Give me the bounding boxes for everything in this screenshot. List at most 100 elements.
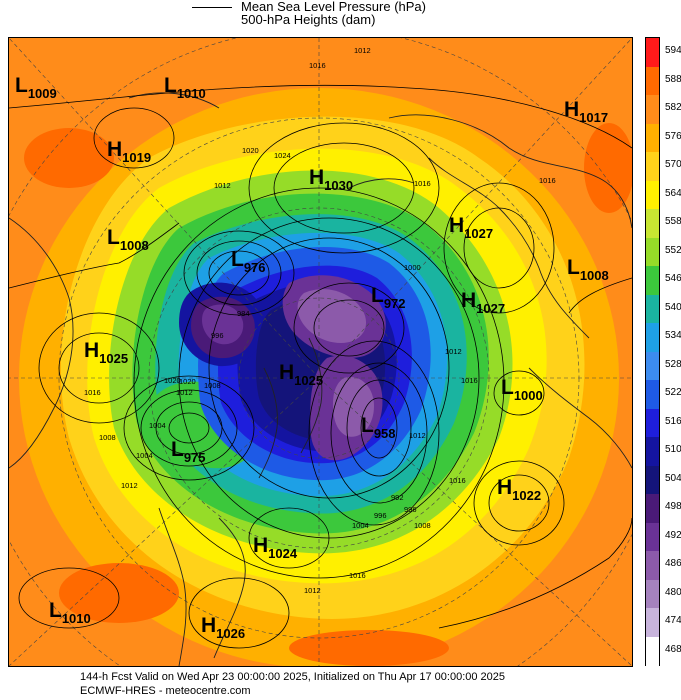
legend-title-heights: 500-hPa Heights (dam) (241, 12, 376, 27)
colorbar-level-label: 492 (665, 529, 681, 541)
colorbar-cell (646, 323, 659, 352)
legend-title-mslp: Mean Sea Level Pressure (hPa) (241, 0, 426, 14)
colorbar-cell (646, 636, 659, 666)
high-pressure-center: H1027 (449, 214, 493, 241)
isobar-value-label: 992 (391, 493, 404, 502)
center-pressure-value: 1010 (177, 86, 206, 101)
isobar-value-label: 996 (211, 331, 224, 340)
colorbar-cell (646, 608, 659, 637)
coastlines (9, 92, 632, 666)
center-type: L (567, 256, 580, 279)
low-pressure-center: L958 (361, 414, 396, 441)
isobar-value-label: 1016 (449, 476, 466, 485)
center-pressure-value: 1025 (99, 351, 128, 366)
colorbar-level-label: 486 (665, 558, 681, 570)
isobar-value-label: 984 (237, 309, 250, 318)
isobar-value-label: 1012 (304, 586, 321, 595)
center-pressure-value: 1000 (514, 388, 543, 403)
colorbar-level-label: 480 (665, 586, 681, 598)
center-type: L (231, 248, 244, 271)
isobar-value-label: 1008 (99, 433, 116, 442)
center-type: H (497, 476, 512, 499)
center-pressure-value: 976 (244, 260, 266, 275)
colorbar-cell (646, 522, 659, 552)
low-pressure-center: L975 (171, 438, 206, 465)
center-type: H (279, 361, 294, 384)
center-type: L (361, 414, 374, 437)
center-pressure-value: 1026 (216, 626, 245, 641)
colorbar-level-label: 546 (665, 273, 681, 285)
low-pressure-center: L1010 (164, 74, 206, 101)
map-canvas: 1012 1016 1024 1020 1012 1016 1016 1020 1016 1012… (9, 38, 632, 666)
high-pressure-center: H1025 (279, 361, 323, 388)
center-type: H (449, 214, 464, 237)
isobars (9, 84, 632, 649)
center-pressure-value: 975 (184, 450, 206, 465)
graticule (9, 38, 632, 666)
colorbar-cell (646, 294, 659, 324)
isobar-labels: 1012 1016 1024 1020 1012 1016 1016 1020 1016 1012… (84, 46, 556, 595)
high-pressure-center: H1027 (461, 289, 505, 316)
colorbar-level-label: 582 (665, 102, 681, 114)
low-pressure-center: L1009 (15, 74, 57, 101)
high-pressure-center: H1022 (497, 476, 541, 503)
center-type: H (461, 289, 476, 312)
center-pressure-value: 1027 (476, 301, 505, 316)
isobar-value-label: 996 (374, 511, 387, 520)
colorbar-level-label: 558 (665, 216, 681, 228)
isobar-value-label: 1012 (214, 181, 231, 190)
colorbar-cell (646, 465, 659, 495)
map-header: Mean Sea Level Pressure (hPa) 500-hPa He… (0, 0, 681, 36)
colorbar-cell (646, 494, 659, 523)
colorbar-level-label: 528 (665, 358, 681, 370)
isobar-value-label: 1024 (274, 151, 291, 160)
center-pressure-value: 972 (384, 296, 406, 311)
colorbar-cell (646, 380, 659, 409)
isobar-value-label: 1016 (539, 176, 556, 185)
height-colorbar (645, 37, 660, 666)
center-pressure-value: 1022 (512, 488, 541, 503)
colorbar-level-label: 564 (665, 187, 681, 199)
center-pressure-value: 1024 (268, 546, 298, 561)
center-type: L (171, 438, 184, 461)
height-field-486 (297, 289, 367, 343)
center-pressure-value: 1025 (294, 373, 323, 388)
colorbar-cell (646, 152, 659, 181)
isobar-value-label: 1012 (354, 46, 371, 55)
low-pressure-center: L976 (231, 248, 266, 275)
low-pressure-center: L1008 (107, 226, 149, 253)
colorbar-level-label: 522 (665, 387, 681, 399)
colorbar-level-label: 540 (665, 301, 681, 313)
colorbar-level-label: 588 (665, 73, 681, 85)
colorbar-level-label: 570 (665, 159, 681, 171)
center-pressure-value: 1019 (122, 150, 151, 165)
colorbar-cell (646, 408, 659, 438)
colorbar-cell (646, 579, 659, 609)
isobar-value-label: 1004 (136, 451, 153, 460)
low-pressure-center: L972 (371, 284, 406, 311)
center-type: L (164, 74, 177, 97)
colorbar-cell (646, 437, 659, 466)
isobar-value-label: 1020 (242, 146, 259, 155)
colorbar-cell (646, 266, 659, 295)
colorbar-cell (646, 237, 659, 267)
isobar-value-label: 1004 (352, 521, 369, 530)
colorbar-level-label: 510 (665, 444, 681, 456)
isobar-value-label: 1020 (179, 377, 196, 386)
height-field-588-northwest (24, 128, 114, 188)
isobar-value-label: 1016 (84, 388, 101, 397)
isobar-value-label: 1012 (409, 431, 426, 440)
isobar-value-label: 1000 (404, 263, 421, 272)
isobar-value-label: 1008 (414, 521, 431, 530)
center-type: L (371, 284, 384, 307)
center-pressure-value: 958 (374, 426, 396, 441)
high-pressure-center: H1024 (253, 534, 298, 561)
colorbar-cell (646, 180, 659, 210)
colorbar-cell (646, 351, 659, 381)
colorbar-cell (646, 38, 659, 67)
isobar-value-label: 1016 (461, 376, 478, 385)
low-pressure-center: L1008 (567, 256, 609, 283)
center-type: H (253, 534, 268, 557)
model-source: ECMWF-HRES - meteocentre.com (80, 685, 251, 697)
